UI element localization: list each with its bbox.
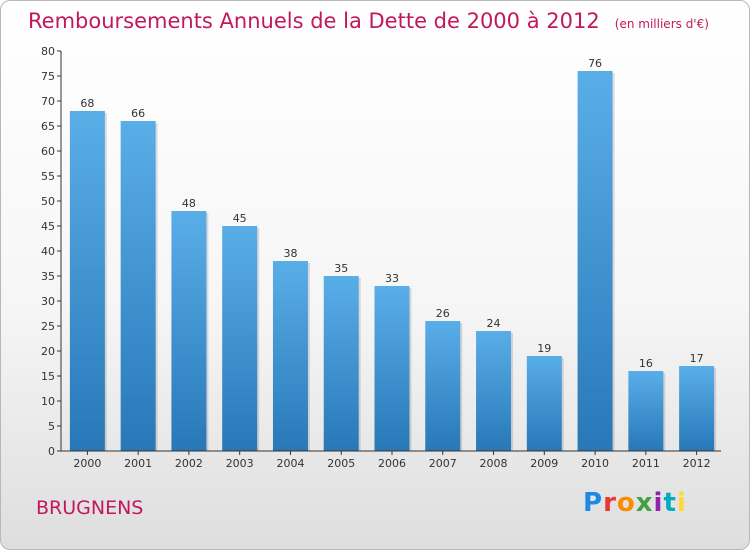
- bar: [69, 111, 105, 451]
- y-tick-label: 20: [41, 345, 55, 358]
- logo-letter: t: [663, 488, 677, 518]
- x-tick-label: 2005: [327, 457, 355, 470]
- proxiti-logo: Proxiti: [583, 488, 687, 518]
- y-tick-label: 30: [41, 295, 55, 308]
- bar: [222, 226, 258, 451]
- logo-letter: i: [653, 488, 664, 518]
- x-tick-label: 2002: [175, 457, 203, 470]
- bar: [577, 71, 613, 451]
- data-label: 68: [80, 97, 94, 110]
- y-tick-label: 45: [41, 220, 55, 233]
- chart-subtitle: (en milliers d'€): [614, 17, 709, 31]
- x-tick-label: 2012: [683, 457, 711, 470]
- bar: [425, 321, 461, 451]
- y-tick-label: 0: [48, 445, 55, 458]
- logo-letter: i: [676, 488, 687, 518]
- x-tick-label: 2007: [429, 457, 457, 470]
- x-tick-label: 2009: [530, 457, 558, 470]
- y-tick-label: 50: [41, 195, 55, 208]
- x-tick-label: 2006: [378, 457, 406, 470]
- x-tick-label: 2010: [581, 457, 609, 470]
- data-label: 66: [131, 107, 145, 120]
- data-label: 19: [537, 342, 551, 355]
- data-label: 24: [487, 317, 501, 330]
- data-label: 76: [588, 57, 602, 70]
- logo-letter: P: [583, 488, 604, 518]
- y-tick-label: 15: [41, 370, 55, 383]
- y-tick-label: 55: [41, 170, 55, 183]
- data-label: 33: [385, 272, 399, 285]
- x-tick-label: 2003: [226, 457, 254, 470]
- logo-letter: o: [616, 488, 636, 518]
- data-label: 16: [639, 357, 653, 370]
- y-tick-label: 65: [41, 120, 55, 133]
- y-tick-label: 40: [41, 245, 55, 258]
- x-tick-label: 2011: [632, 457, 660, 470]
- y-tick-label: 70: [41, 95, 55, 108]
- data-label: 38: [283, 247, 297, 260]
- data-label: 48: [182, 197, 196, 210]
- bar: [526, 356, 562, 451]
- y-tick-label: 60: [41, 145, 55, 158]
- chart-title: Remboursements Annuels de la Dette de 20…: [28, 9, 709, 33]
- x-tick-label: 2000: [73, 457, 101, 470]
- commune-name: BRUGNENS: [36, 497, 144, 519]
- data-label: 26: [436, 307, 450, 320]
- bar: [628, 371, 664, 451]
- y-tick-label: 75: [41, 70, 55, 83]
- bar: [679, 366, 715, 451]
- bar: [476, 331, 512, 451]
- data-label: 45: [233, 212, 247, 225]
- y-tick-label: 25: [41, 320, 55, 333]
- logo-letter: r: [603, 488, 617, 518]
- y-tick-label: 80: [41, 45, 55, 58]
- bar: [323, 276, 359, 451]
- data-label: 35: [334, 262, 348, 275]
- bar: [171, 211, 207, 451]
- x-tick-label: 2001: [124, 457, 152, 470]
- y-tick-label: 5: [48, 420, 55, 433]
- data-label: 17: [690, 352, 704, 365]
- bar: [272, 261, 308, 451]
- bar: [374, 286, 410, 451]
- y-tick-label: 10: [41, 395, 55, 408]
- y-tick-label: 35: [41, 270, 55, 283]
- logo-letter: x: [635, 488, 654, 518]
- chart-title-main: Remboursements Annuels de la Dette de 20…: [28, 9, 600, 33]
- x-tick-label: 2004: [276, 457, 304, 470]
- x-tick-label: 2008: [480, 457, 508, 470]
- bar: [120, 121, 156, 451]
